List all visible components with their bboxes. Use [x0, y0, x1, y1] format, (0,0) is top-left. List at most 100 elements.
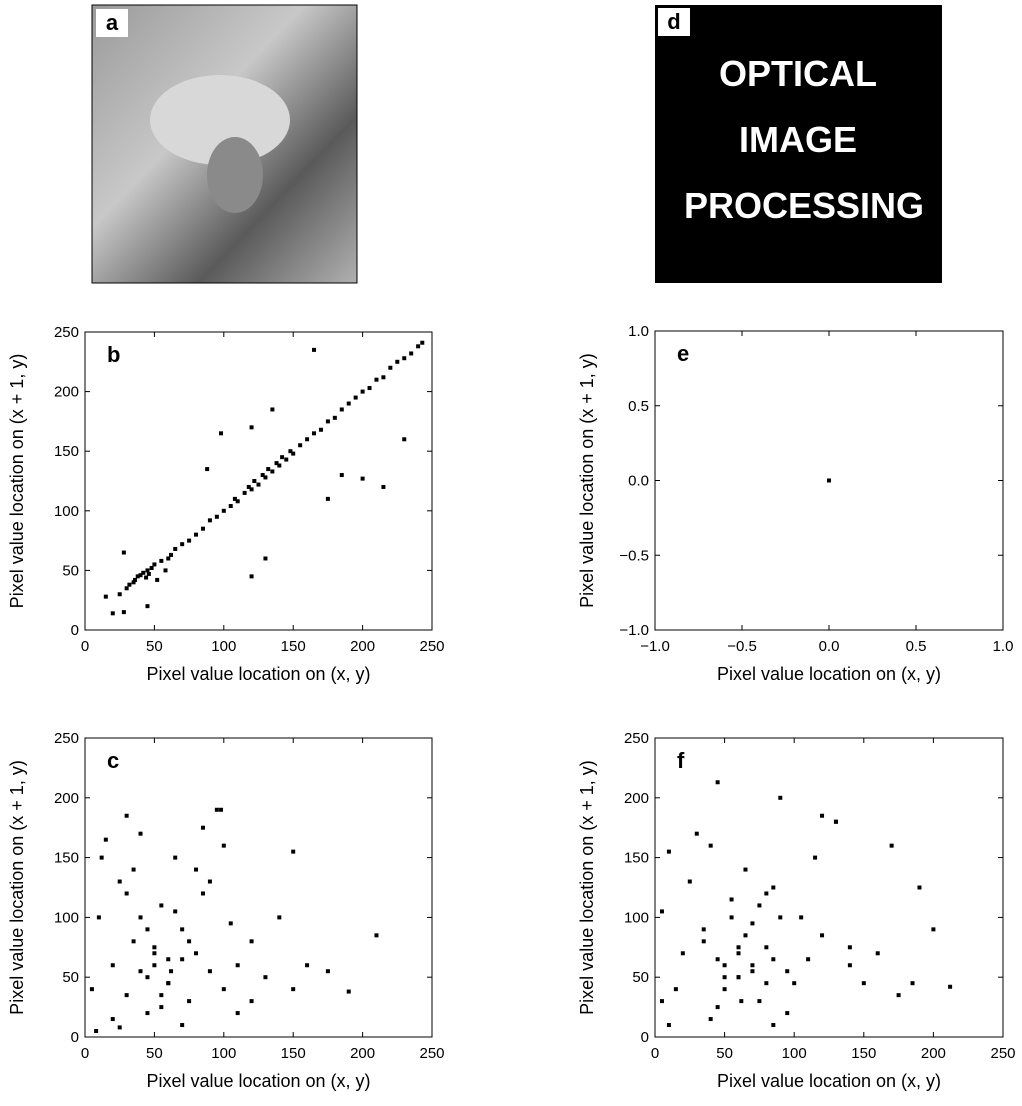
point — [214, 807, 219, 812]
point — [180, 1023, 185, 1028]
point — [145, 1011, 150, 1016]
point — [207, 518, 212, 523]
point — [194, 951, 199, 956]
point — [694, 831, 699, 836]
point — [138, 831, 143, 836]
point — [288, 449, 293, 454]
point — [339, 473, 344, 478]
point — [847, 945, 852, 950]
y-axis-title: Pixel value location on (x + 1, y) — [7, 760, 27, 1015]
x-axis-title: Pixel value location on (x, y) — [146, 664, 370, 684]
point — [103, 837, 108, 842]
point — [381, 375, 386, 380]
y-tick-label: 250 — [54, 730, 79, 747]
x-tick-label: 100 — [211, 1045, 236, 1062]
point — [235, 499, 240, 504]
point — [110, 1017, 115, 1022]
point — [173, 546, 178, 551]
point — [166, 957, 171, 962]
point — [228, 504, 233, 509]
point — [736, 975, 741, 980]
point — [166, 556, 171, 561]
panel-label: c — [107, 748, 119, 773]
point — [687, 879, 692, 884]
panel-label: e — [677, 341, 689, 366]
point — [312, 347, 317, 352]
point — [757, 903, 762, 908]
point — [277, 463, 282, 468]
y-tick-label: −1.0 — [619, 622, 649, 639]
point — [666, 849, 671, 854]
point — [260, 473, 265, 478]
point — [771, 1023, 776, 1028]
image-text: IMAGE — [739, 119, 857, 160]
point — [117, 1025, 122, 1030]
point — [103, 594, 108, 599]
point — [813, 855, 818, 860]
point — [360, 476, 365, 481]
point — [152, 963, 157, 968]
point — [750, 969, 755, 974]
point — [792, 981, 797, 986]
point — [367, 386, 372, 391]
y-tick-label: 150 — [54, 850, 79, 867]
x-tick-label: 150 — [281, 1045, 306, 1062]
point — [778, 795, 783, 800]
point — [163, 568, 168, 573]
y-axis-title: Pixel value location on (x + 1, y) — [577, 353, 597, 608]
point — [764, 981, 769, 986]
point — [232, 496, 237, 501]
point — [374, 377, 379, 382]
point — [169, 552, 174, 557]
y-tick-label: 200 — [624, 790, 649, 807]
plot-frame — [84, 737, 433, 1038]
point — [124, 993, 129, 998]
point — [138, 573, 143, 578]
point — [750, 921, 755, 926]
point — [205, 467, 210, 472]
point — [187, 999, 192, 1004]
point — [96, 915, 101, 920]
point — [145, 927, 150, 932]
point — [124, 891, 129, 896]
point — [145, 604, 150, 609]
point — [722, 975, 727, 980]
point — [280, 455, 285, 460]
y-tick-label: 0.0 — [628, 473, 649, 490]
point — [121, 610, 126, 615]
point — [221, 508, 226, 513]
point — [325, 969, 330, 974]
point — [235, 1011, 240, 1016]
point — [715, 780, 720, 785]
point — [785, 969, 790, 974]
panel-label: d — [667, 9, 680, 34]
point — [131, 939, 136, 944]
point — [228, 921, 233, 926]
image-text: PROCESSING — [684, 185, 924, 226]
point — [771, 885, 776, 890]
point — [346, 989, 351, 994]
point — [722, 987, 727, 992]
face — [207, 137, 263, 213]
point — [110, 611, 115, 616]
point — [708, 1017, 713, 1022]
point — [402, 356, 407, 361]
point — [739, 999, 744, 1004]
point — [138, 915, 143, 920]
point — [249, 999, 254, 1004]
point — [110, 963, 115, 968]
plot-frame — [84, 331, 433, 631]
point — [325, 419, 330, 424]
point — [806, 957, 811, 962]
point — [187, 538, 192, 543]
point — [659, 999, 664, 1004]
point — [799, 915, 804, 920]
point — [291, 451, 296, 456]
y-tick-label: 0.5 — [628, 398, 649, 415]
point — [256, 482, 261, 487]
x-tick-label: 50 — [146, 1045, 163, 1062]
point — [169, 969, 174, 974]
point — [757, 999, 762, 1004]
point — [146, 571, 151, 576]
